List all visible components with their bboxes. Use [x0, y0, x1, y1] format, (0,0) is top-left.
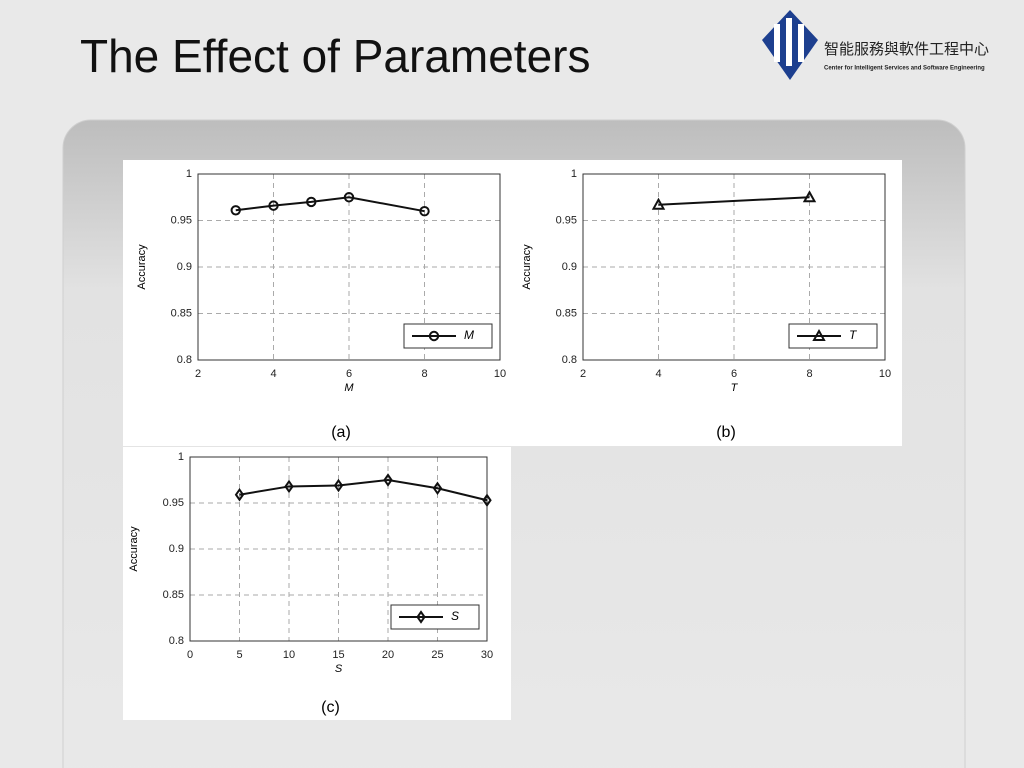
y-tick-label: 0.8 — [169, 635, 184, 647]
x-tick-label: 25 — [431, 649, 443, 661]
y-tick-label: 0.95 — [556, 214, 577, 226]
x-tick-label: 5 — [236, 649, 242, 661]
y-tick-label: 1 — [571, 168, 577, 180]
x-tick-label: 0 — [187, 649, 193, 661]
chart-frame — [513, 160, 902, 446]
x-tick-label: 15 — [332, 649, 344, 661]
data-point — [268, 200, 279, 211]
chart-frame — [123, 160, 513, 446]
legend-label: S — [451, 609, 459, 623]
x-tick-label: 30 — [481, 649, 493, 661]
y-axis-label: Accuracy — [521, 244, 533, 290]
chart-caption: (b) — [716, 424, 736, 441]
y-axis-label: Accuracy — [136, 244, 148, 290]
y-tick-label: 0.85 — [171, 307, 192, 319]
x-tick-label: 2 — [580, 368, 586, 380]
data-line — [235, 196, 425, 213]
data-point — [802, 190, 817, 203]
data-point — [306, 196, 317, 208]
plot-frame — [582, 173, 886, 361]
logo-subtitle: Center for Intelligent Services and Soft… — [824, 66, 985, 72]
y-tick-label: 0.85 — [556, 307, 577, 319]
x-tick-label: 4 — [270, 368, 276, 380]
y-tick-label: 0.9 — [177, 261, 192, 273]
y-tick-label: 1 — [178, 451, 184, 463]
y-axis-label: Accuracy — [128, 526, 140, 572]
x-tick-label: 6 — [346, 368, 352, 380]
x-axis-label: M — [344, 382, 354, 394]
x-axis-label: S — [335, 663, 343, 675]
y-tick-label: 0.9 — [169, 543, 184, 555]
data-point — [482, 493, 492, 507]
plot-frame — [189, 456, 488, 642]
logo-stripe — [786, 18, 792, 66]
x-tick-label: 6 — [731, 368, 737, 380]
y-tick-label: 1 — [186, 168, 192, 180]
legend-marker — [428, 330, 440, 342]
data-point — [432, 481, 443, 496]
y-tick-label: 0.9 — [562, 261, 577, 273]
data-line — [239, 478, 488, 502]
data-line — [658, 196, 810, 206]
data-point — [234, 487, 245, 502]
x-tick-label: 4 — [655, 368, 661, 380]
data-point — [419, 206, 430, 217]
chart-caption: (a) — [331, 424, 351, 441]
legend-label: M — [464, 328, 474, 342]
y-tick-label: 0.95 — [163, 497, 184, 509]
data-point — [284, 479, 294, 494]
logo-stripe — [774, 24, 780, 62]
y-tick-label: 0.8 — [562, 354, 577, 366]
chart-caption: (c) — [321, 699, 340, 716]
x-tick-label: 8 — [806, 368, 812, 380]
x-tick-label: 2 — [195, 368, 201, 380]
data-point — [333, 478, 344, 493]
data-point — [343, 192, 355, 203]
x-tick-label: 10 — [494, 368, 506, 380]
x-tick-label: 10 — [879, 368, 891, 380]
legend-marker — [812, 328, 826, 341]
y-tick-label: 0.85 — [163, 589, 184, 601]
data-point — [230, 205, 241, 216]
y-tick-label: 0.95 — [171, 214, 192, 226]
y-tick-label: 0.8 — [177, 354, 192, 366]
x-tick-label: 20 — [382, 649, 394, 661]
legend-marker — [416, 610, 426, 624]
data-point — [651, 197, 666, 210]
logo: 智能服務與軟件工程中心 Center for Intelligent Servi… — [762, 10, 989, 80]
data-point — [383, 473, 393, 487]
x-axis-label: T — [731, 382, 739, 394]
logo-name: 智能服務與軟件工程中心 — [824, 40, 989, 58]
legend-label: T — [849, 328, 858, 342]
logo-stripe — [798, 24, 804, 62]
chart-frame — [123, 447, 511, 720]
slide-title: The Effect of Parameters — [80, 30, 591, 82]
x-tick-label: 10 — [283, 649, 295, 661]
x-tick-label: 8 — [421, 368, 427, 380]
plot-frame — [197, 173, 501, 361]
